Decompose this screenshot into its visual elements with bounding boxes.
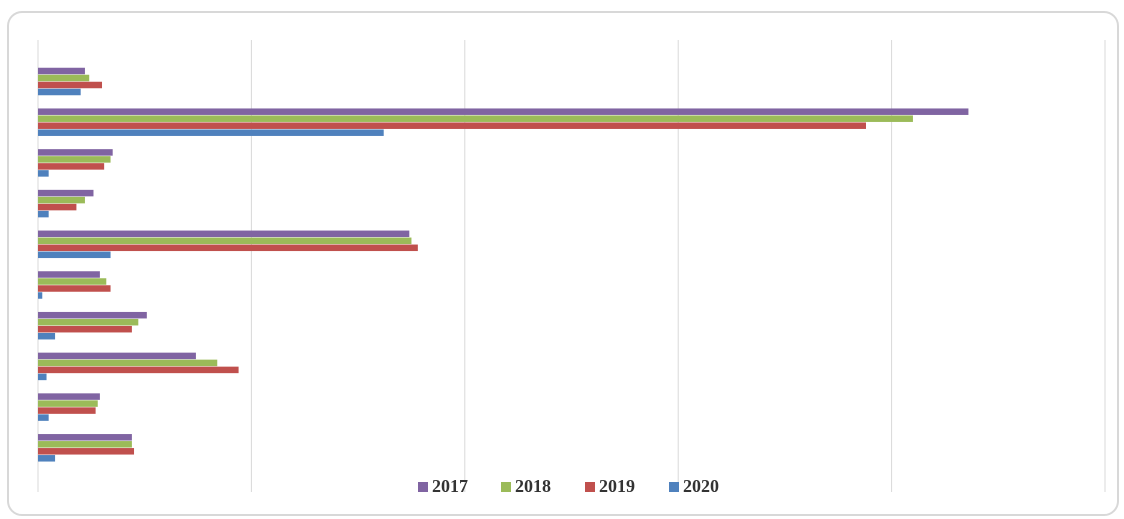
bar [38, 278, 107, 285]
bar [38, 441, 132, 448]
bar [38, 129, 384, 136]
bar [38, 88, 81, 96]
bar [38, 400, 98, 407]
bar [38, 251, 111, 259]
bar [38, 108, 969, 115]
bar [38, 311, 147, 319]
legend-swatch [418, 482, 428, 492]
legend-label: 2020 [683, 476, 719, 496]
bar [38, 352, 196, 360]
bar [38, 285, 111, 292]
bar [38, 271, 100, 278]
bar [38, 332, 56, 340]
bar [38, 203, 77, 211]
bar [38, 156, 111, 163]
bar [38, 359, 218, 367]
bar [38, 115, 913, 122]
bar [38, 67, 85, 75]
bar [38, 393, 100, 400]
bar [38, 237, 412, 245]
bar [38, 455, 56, 462]
legend-swatch [501, 482, 511, 492]
bar [38, 244, 418, 252]
bar [38, 210, 49, 218]
bar [38, 122, 866, 129]
legend-label: 2019 [599, 476, 635, 496]
legend-swatch [669, 482, 679, 492]
bar [38, 230, 410, 238]
bar [38, 366, 239, 374]
frame [7, 11, 1119, 516]
bar [38, 434, 132, 441]
bar [38, 189, 94, 197]
legend-label: 2017 [432, 476, 468, 496]
bar [38, 325, 132, 333]
legend-swatch [585, 482, 595, 492]
bar [38, 149, 113, 156]
bar [38, 170, 49, 177]
bar [38, 318, 139, 326]
bar [38, 448, 135, 455]
bar [38, 74, 90, 82]
bar [38, 414, 49, 421]
bar [38, 407, 96, 414]
bar [38, 163, 105, 170]
legend-label: 2018 [515, 476, 551, 496]
bar [38, 292, 43, 299]
bar [38, 373, 47, 381]
bar [38, 81, 103, 89]
bar [38, 196, 85, 204]
